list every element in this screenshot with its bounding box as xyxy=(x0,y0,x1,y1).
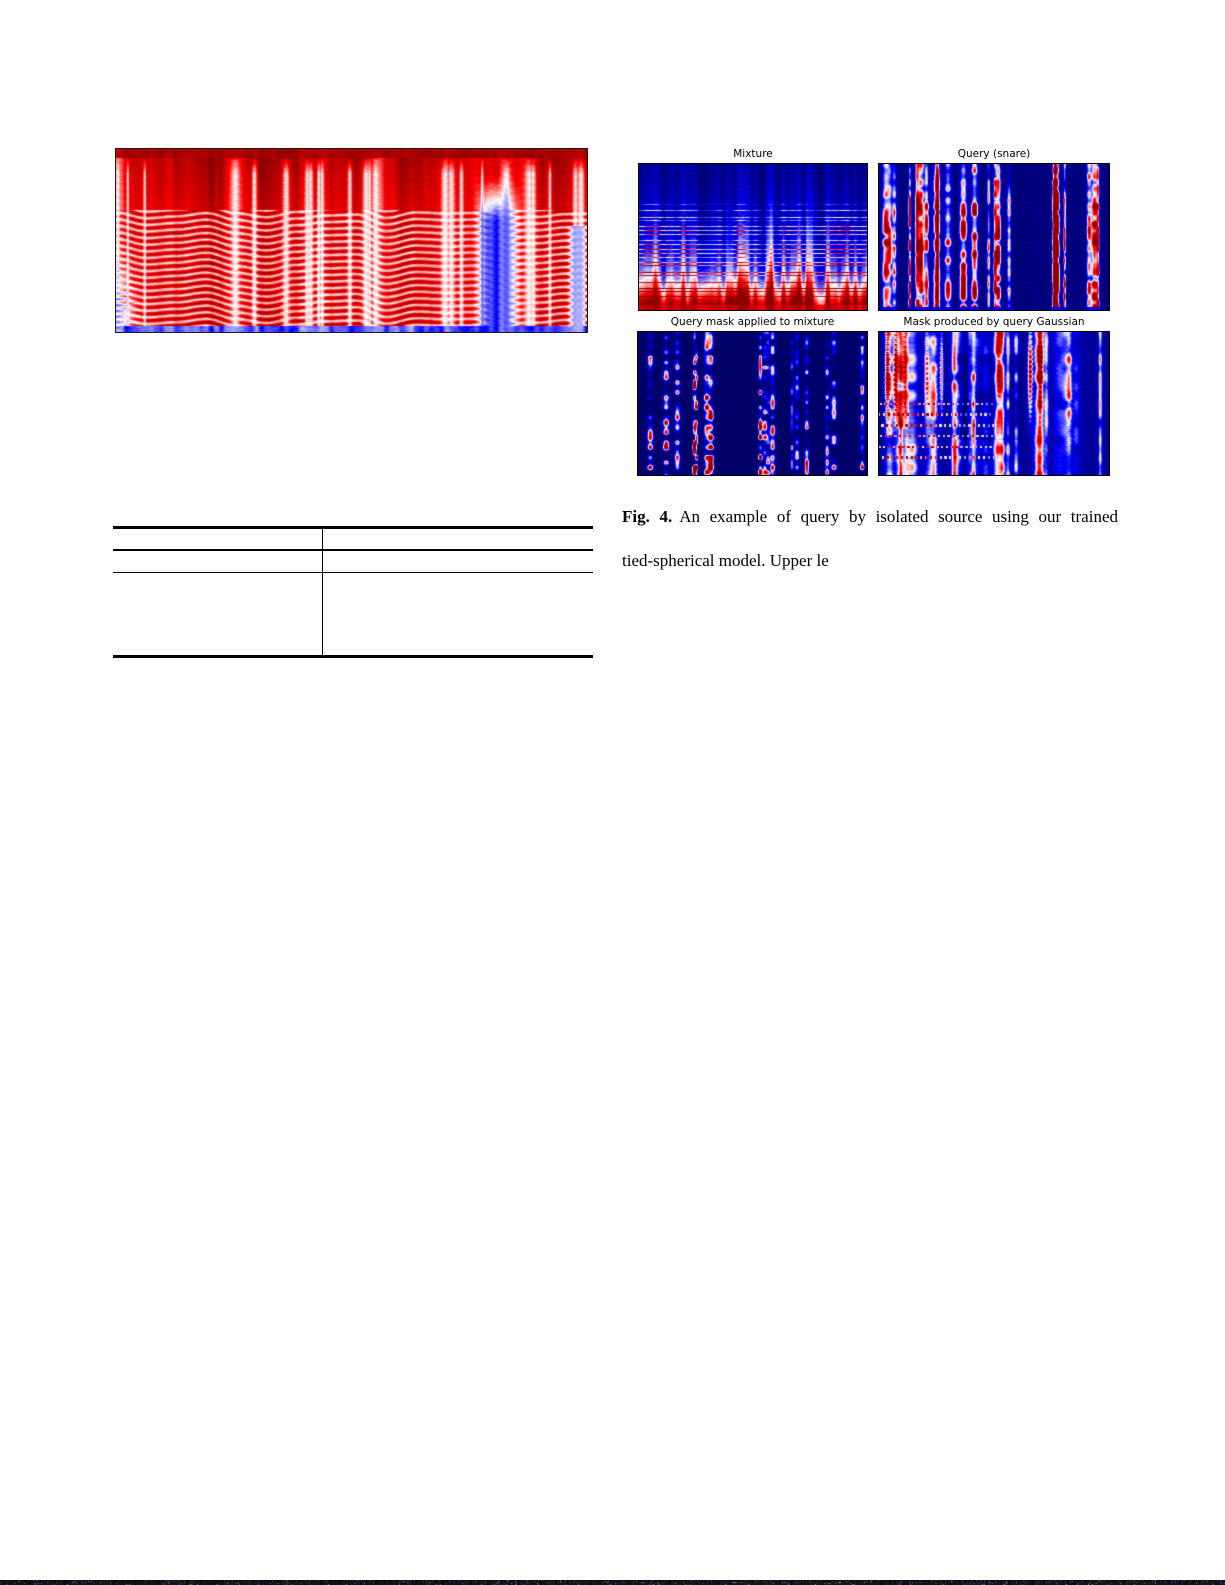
red-spectrogram-canvas xyxy=(116,149,587,332)
query-snare-spectrogram-panel xyxy=(878,163,1110,311)
table-top-rule xyxy=(113,526,593,529)
query-mask-spectrogram-canvas xyxy=(638,332,867,475)
figure4-caption-label: Fig. 4. xyxy=(622,507,673,526)
gaussian-mask-spectrogram-canvas xyxy=(879,332,1109,475)
bottom-scan-artifact-strip xyxy=(0,1580,1225,1585)
figure4-caption-line1: Fig. 4. An example of query by isolated s… xyxy=(622,506,1118,550)
red-spectrogram-figure xyxy=(115,148,588,333)
mixture-spectrogram-canvas xyxy=(639,164,867,310)
table-mid-rule-1 xyxy=(113,549,593,551)
table-column-divider xyxy=(322,526,323,658)
mixture-spectrogram-panel xyxy=(638,163,868,311)
panel-title-query-snare: Query (snare) xyxy=(957,148,1031,160)
panel-title-mixture: Mixture xyxy=(733,148,773,160)
figure4-caption-text1: An example of query by isolated source u… xyxy=(679,507,1119,526)
figure4-caption-line2: tied-spherical model. Upper le xyxy=(622,551,829,570)
query-mask-spectrogram-panel xyxy=(637,331,868,476)
gaussian-mask-spectrogram-panel xyxy=(878,331,1110,476)
panel-title-query-mask: Query mask applied to mixture xyxy=(670,316,835,328)
table-mid-rule-2 xyxy=(113,572,593,573)
query-snare-spectrogram-canvas xyxy=(879,164,1109,310)
panel-title-gaussian-mask: Mask produced by query Gaussian xyxy=(903,316,1085,328)
figure4-caption: Fig. 4. An example of query by isolated s… xyxy=(622,506,1118,572)
table-bottom-rule xyxy=(113,655,593,658)
